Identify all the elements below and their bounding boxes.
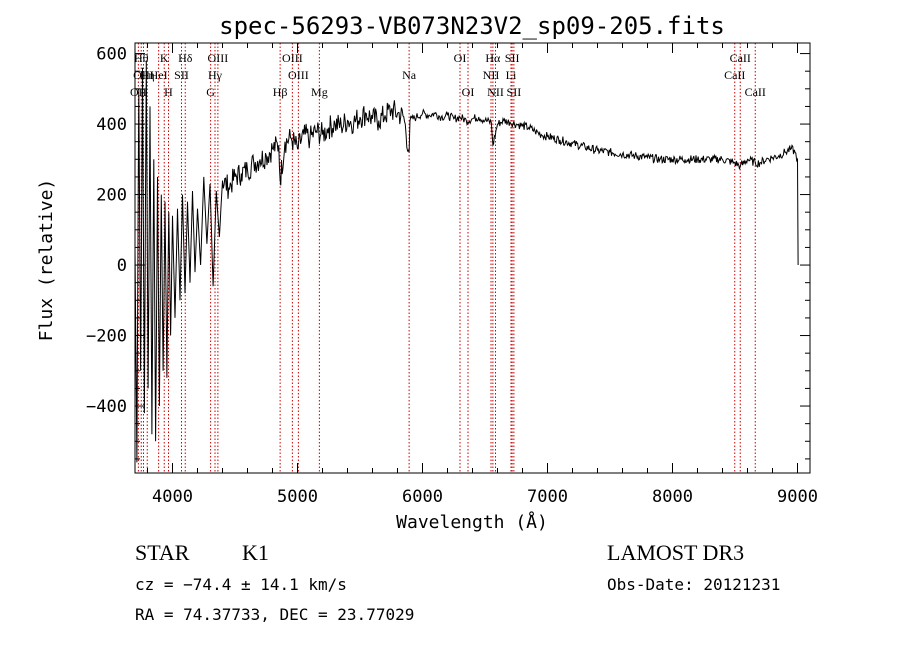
y-tick-label: 200 (96, 186, 127, 206)
line-label: OIII (288, 68, 309, 82)
x-tick-label: 8000 (652, 487, 693, 507)
line-label: OI (462, 85, 475, 99)
line-label: Hδ (178, 51, 193, 65)
class-label: STAR (135, 540, 190, 565)
line-label: NII (483, 68, 500, 82)
y-tick-label: 600 (96, 45, 127, 65)
obs-date: Obs-Date: 20121231 (607, 575, 780, 594)
y-axis-label: Flux (relative) (36, 179, 57, 342)
line-label: CaII (745, 85, 766, 99)
line-label: K (160, 51, 169, 65)
coordinates: RA = 74.37733, DEC = 23.77029 (135, 605, 414, 624)
x-tick-label: 6000 (402, 487, 443, 507)
x-axis-label: Wavelength (Å) (396, 511, 548, 533)
line-label: Hγ (208, 68, 223, 82)
spectral-line-markers (137, 43, 756, 473)
x-tick-label: 5000 (277, 487, 318, 507)
line-label: CaII (724, 68, 745, 82)
line-label: Hα (485, 51, 501, 65)
survey-label: LAMOST DR3 (607, 540, 744, 565)
y-tick-label: 0 (117, 256, 127, 276)
line-label: Li (506, 68, 517, 82)
y-tick-label: −200 (86, 327, 127, 347)
plot-frame (134, 42, 811, 474)
line-label: SII (505, 51, 520, 65)
line-label: CaII (730, 51, 751, 65)
line-label: Hθ (134, 51, 149, 65)
chart-title: spec-56293-VB073N23V2_sp09-205.fits (219, 12, 725, 40)
line-label: Mg (311, 85, 328, 99)
spectrum-series-line (134, 60, 799, 463)
line-label: SII (174, 68, 189, 82)
line-label: Hβ (273, 85, 288, 99)
line-label: OIII (208, 51, 229, 65)
subclass-label: K1 (242, 540, 269, 565)
line-label: Hη (140, 68, 155, 82)
x-tick-label: 9000 (777, 487, 818, 507)
x-axis-ticks: 4000 5000 6000 7000 8000 9000 (147, 43, 818, 507)
line-label: H (164, 85, 173, 99)
line-label: Na (402, 68, 417, 82)
y-tick-label: −400 (86, 397, 127, 417)
cz-readout: cz = −74.4 ± 14.1 km/s (135, 575, 347, 594)
line-label: HeI (150, 68, 168, 82)
y-tick-label: 400 (96, 115, 127, 135)
line-label: SII (507, 85, 522, 99)
x-tick-label: 7000 (527, 487, 568, 507)
line-label: OIII (282, 51, 303, 65)
x-tick-label: 4000 (152, 487, 193, 507)
y-axis-ticks: 600 400 200 0 −200 −400 (86, 45, 810, 460)
line-label: G (206, 85, 215, 99)
line-label: NII (487, 85, 504, 99)
line-label: OI (454, 51, 467, 65)
